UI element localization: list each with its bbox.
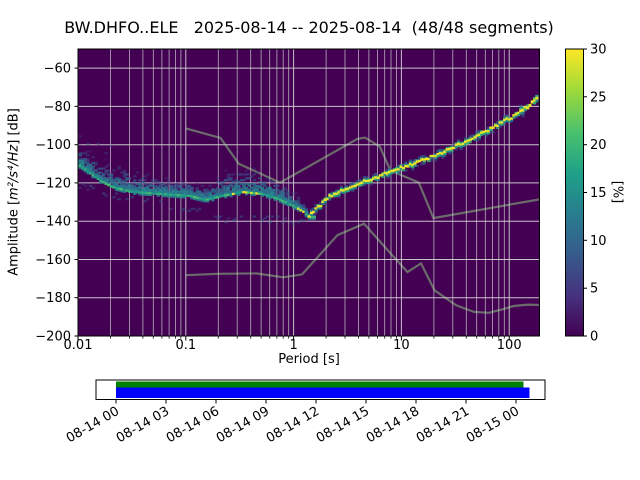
svg-text:25: 25 xyxy=(590,90,607,105)
axes-frame xyxy=(77,48,540,337)
svg-text:0: 0 xyxy=(590,330,598,345)
svg-text:10: 10 xyxy=(590,234,607,249)
svg-text:15: 15 xyxy=(590,186,607,201)
svg-text:−100: −100 xyxy=(35,138,71,153)
svg-text:0.01: 0.01 xyxy=(64,338,93,353)
svg-text:30: 30 xyxy=(590,43,607,58)
svg-text:−60: −60 xyxy=(44,62,71,77)
y-axis-label-suffix: ] [dB] xyxy=(6,108,22,145)
svg-text:−80: −80 xyxy=(44,100,71,115)
timeline-tick-label: 08-14 21 xyxy=(414,404,472,446)
svg-text:5: 5 xyxy=(590,282,598,297)
ppsd-histogram xyxy=(78,94,539,226)
timeline-tick-label: 08-14 09 xyxy=(214,404,272,446)
svg-text:−180: −180 xyxy=(35,291,71,306)
svg-text:10: 10 xyxy=(393,338,410,353)
colorbar: 0 5 10 15 20 25 30 xyxy=(565,43,607,345)
timeline-tick-label: 08-14 03 xyxy=(114,404,172,446)
y-axis-label: Amplitude [m²/s⁴/Hz] [dB] xyxy=(7,108,22,276)
svg-text:1: 1 xyxy=(289,338,297,353)
svg-text:20: 20 xyxy=(590,138,607,153)
timeline-tick-label: 08-14 18 xyxy=(364,404,422,446)
timeline-tick-label: 08-14 12 xyxy=(264,404,322,446)
timeline-tick-label: 08-15 00 xyxy=(464,404,522,446)
x-axis-label: Period [s] xyxy=(278,352,340,367)
svg-text:−160: −160 xyxy=(35,253,71,268)
x-axis-ticks: 0.01 0.1 1 10 100 xyxy=(64,336,522,353)
svg-text:−140: −140 xyxy=(35,215,71,230)
timeline-tick-label: 08-14 15 xyxy=(314,404,372,446)
y-axis-ticks: −60 −80 −100 −120 −140 −160 −180 −200 xyxy=(35,62,78,345)
timeline-tick-label: 08-14 06 xyxy=(164,404,222,446)
y-axis-label-units: m²/s⁴/Hz xyxy=(6,144,22,200)
timeline-tick-label: 08-14 00 xyxy=(64,404,122,446)
y-axis-label-prefix: Amplitude [ xyxy=(6,199,22,276)
svg-text:100: 100 xyxy=(497,338,522,353)
timeline-coverage-bar xyxy=(95,379,546,400)
noise-model-lines xyxy=(185,127,540,314)
svg-text:0.1: 0.1 xyxy=(175,338,196,353)
colorbar-label: [%] xyxy=(609,180,625,204)
svg-text:−120: −120 xyxy=(35,176,71,191)
plot-title: BW.DHFO..ELE 2025-08-14 -- 2025-08-14 (4… xyxy=(64,18,554,37)
svg-text:−200: −200 xyxy=(35,330,71,345)
